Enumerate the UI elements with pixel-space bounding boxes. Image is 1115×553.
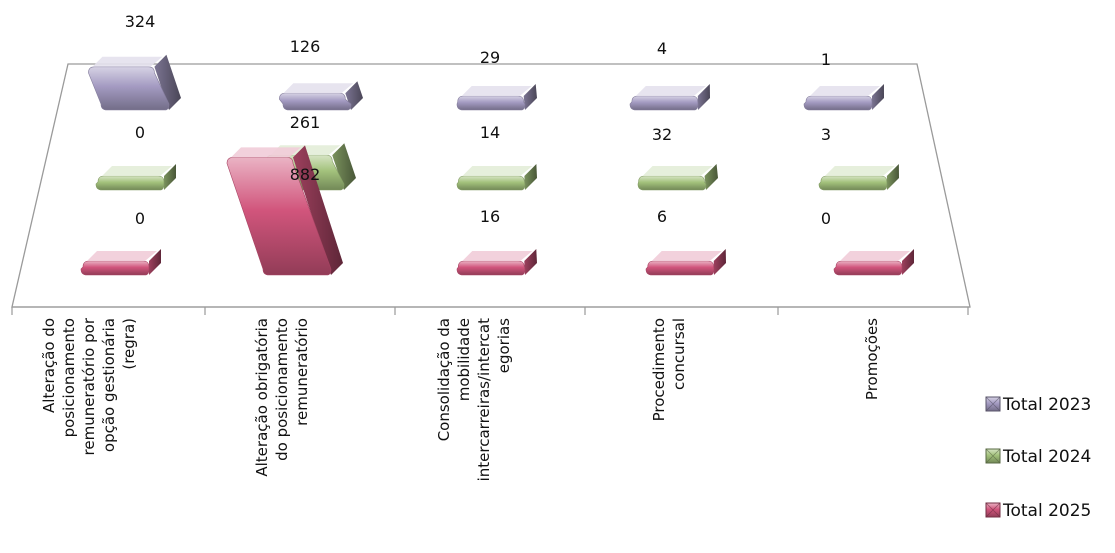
bar-total-2023-5	[803, 84, 884, 111]
bar-total-2025-3	[456, 249, 537, 276]
data-label: 32	[652, 125, 672, 144]
bar-total-2024-1	[95, 164, 176, 191]
bar-total-2024-3	[456, 164, 537, 191]
chart-frame	[11, 63, 971, 315]
legend-item-1: Total 2023	[985, 395, 1091, 415]
legend-label: Total 2025	[1002, 501, 1091, 521]
data-label: 6	[657, 207, 667, 226]
data-label: 324	[125, 12, 156, 31]
legend-label: Total 2024	[1002, 447, 1091, 467]
bar-total-2024-4	[637, 164, 718, 191]
data-label: 16	[480, 207, 500, 226]
category-label-2: Alteração obrigatória do posicionamento re…	[253, 318, 311, 477]
data-label: 0	[135, 123, 145, 142]
bar-total-2025-2	[226, 145, 343, 276]
bar-total-2025-4	[645, 249, 726, 276]
bar-total-2023-1	[88, 54, 181, 111]
bar-total-2025-5	[833, 249, 914, 276]
data-label: 4	[657, 39, 667, 58]
data-label: 261	[290, 113, 321, 132]
category-label-3: Consolidação da mobilidade intercarreiras/…	[435, 318, 513, 482]
bar-total-2023-3	[456, 84, 537, 111]
legend: Total 2023 Total 2024 Total 2025	[985, 395, 1091, 521]
data-label: 1	[821, 50, 831, 69]
bar-total-2023-2	[279, 81, 363, 111]
data-label: 0	[135, 209, 145, 228]
legend-label: Total 2023	[1002, 395, 1091, 415]
category-label-5: Promoções	[863, 318, 881, 400]
category-label-1: Alteração do posicionamento remuneratório …	[40, 317, 138, 455]
data-label: 3	[821, 125, 831, 144]
bar-total-2024-5	[818, 164, 899, 191]
legend-item-2: Total 2024	[985, 447, 1091, 467]
category-axis-labels: Alteração do posicionamento remuneratório …	[40, 317, 881, 481]
bar-total-2025-1	[80, 249, 161, 276]
category-label-4: Procedimento concursal	[650, 318, 688, 421]
data-label: 29	[480, 48, 500, 67]
data-label: 126	[290, 37, 321, 56]
data-label: 14	[480, 123, 500, 142]
bar-total-2023-4	[629, 84, 710, 111]
svg-text:Promoções: Promoções	[863, 318, 881, 400]
data-labels: 324 126 29 4 1 0 261 14 32 3 0 882 16 6 0	[125, 12, 831, 228]
legend-item-3: Total 2025	[985, 501, 1091, 521]
chart-bars	[80, 54, 914, 276]
data-label: 0	[821, 209, 831, 228]
data-label: 882	[290, 165, 321, 184]
